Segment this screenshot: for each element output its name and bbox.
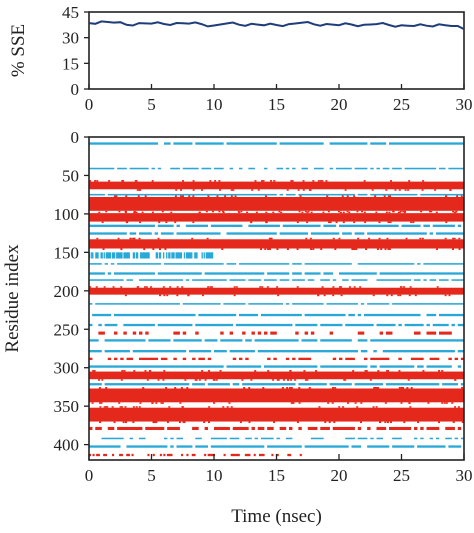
helix-band	[89, 406, 464, 424]
helix-band	[89, 453, 302, 457]
helix-band	[89, 211, 464, 224]
sse-x-tick-label: 10	[206, 95, 223, 114]
heatmap-x-tick-label: 5	[147, 466, 156, 485]
sse-percent-panel: 0 5 10 15 20 25 30 0 15 30 45 % SSE	[8, 3, 473, 114]
sse-y-tick-label: 45	[62, 3, 79, 22]
strand-band	[89, 224, 462, 227]
strand-band	[89, 445, 462, 448]
helix-band	[89, 237, 464, 251]
helix-band	[89, 357, 464, 361]
heatmap-y-tick-label: 300	[54, 359, 80, 378]
heatmap-y-tick-label: 400	[54, 436, 80, 455]
strand-band	[101, 437, 464, 440]
heatmap-y-tick-label: 100	[54, 205, 80, 224]
heatmap-y-tick-label: 0	[71, 128, 80, 147]
heatmap-y-tick-label: 200	[54, 282, 80, 301]
sse-x-tick-label: 15	[268, 95, 285, 114]
sse-y-tick-label: 30	[62, 29, 79, 48]
heatmap-x-tick-label: 10	[206, 466, 223, 485]
sse-x-tick-label: 25	[393, 95, 410, 114]
heatmap-x-tick-label: 20	[331, 466, 348, 485]
strand-band	[89, 350, 464, 353]
strand-band	[89, 383, 464, 386]
strand-band	[92, 313, 464, 317]
heatmap-x-tick-label: 25	[393, 466, 410, 485]
strand-band	[89, 272, 464, 275]
helix-band	[89, 426, 462, 431]
sse-y-tick-label: 0	[71, 80, 80, 99]
sse-x-tick-label: 30	[456, 95, 473, 114]
helix-band	[89, 370, 464, 381]
strand-band	[89, 252, 214, 259]
heatmap-y-tick-label: 350	[54, 397, 80, 416]
sse-series-line	[88, 20, 465, 30]
strand-band	[89, 263, 464, 265]
sse-y-tick-label: 15	[62, 54, 79, 73]
heatmap-x-tick-label: 30	[456, 466, 473, 485]
helix-band	[89, 286, 464, 297]
sse-y-axis-label: % SSE	[8, 24, 29, 77]
time-x-axis-label: Time (nsec)	[231, 506, 322, 527]
heatmap-y-tick-label: 250	[54, 320, 80, 339]
strand-band	[89, 167, 464, 170]
strand-band	[89, 303, 464, 305]
helix-band	[89, 195, 464, 213]
strand-band	[89, 193, 464, 196]
sse-x-tick-label: 20	[331, 95, 348, 114]
strand-band	[89, 279, 464, 281]
strand-band	[89, 232, 464, 235]
helix-band	[89, 386, 464, 404]
helix-band	[89, 180, 464, 191]
heatmap-y-tick-label: 150	[54, 243, 80, 262]
residue-y-axis-label: Residue index	[2, 244, 23, 353]
heatmap-x-tick-label: 0	[85, 466, 94, 485]
sse-x-tick-label: 5	[147, 95, 156, 114]
strand-band	[89, 142, 464, 145]
sse-x-tick-label: 0	[85, 95, 94, 114]
strand-band	[89, 339, 464, 342]
helix-band	[98, 331, 452, 335]
heatmap-x-tick-label: 15	[268, 466, 285, 485]
strand-band	[89, 365, 462, 368]
heatmap-y-tick-label: 50	[62, 166, 79, 185]
strand-band	[89, 323, 464, 327]
